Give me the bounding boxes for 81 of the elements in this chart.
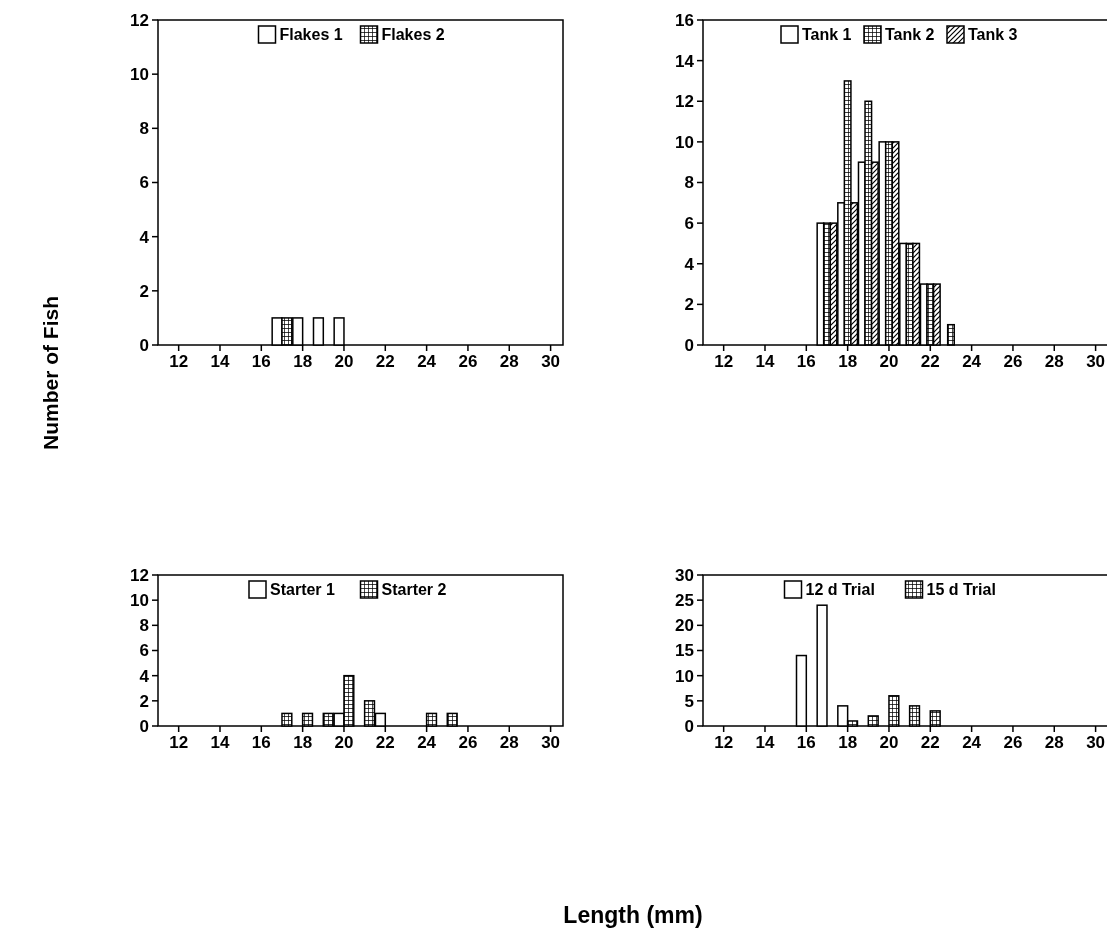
x-tick-label: 26 [1003, 733, 1023, 752]
x-tick-label: 18 [838, 733, 858, 752]
x-tick-label: 20 [334, 352, 354, 371]
legend-label: Flakes 1 [279, 26, 343, 43]
y-tick-label: 6 [139, 173, 149, 193]
y-tick-label: 0 [684, 716, 694, 736]
x-tick-label: 22 [920, 733, 940, 752]
y-tick-label: 0 [684, 335, 694, 355]
y-tick-label: 10 [675, 666, 694, 686]
x-tick-label: 28 [1044, 733, 1064, 752]
x-tick-label: 26 [458, 733, 478, 752]
x-tick-label: 20 [879, 352, 899, 371]
y-tick-label: 10 [675, 132, 694, 152]
legend-label: Tank 1 [802, 26, 852, 43]
y-tick-label: 0 [139, 335, 149, 355]
x-tick-label: 30 [1086, 352, 1106, 371]
y-axis-title: Number of Fish [39, 295, 62, 451]
x-tick-label: 24 [962, 352, 982, 371]
y-tick-label: 8 [684, 173, 694, 193]
x-tick-label: 28 [499, 352, 519, 371]
x-tick-label: 24 [962, 733, 982, 752]
y-tick-label: 0 [139, 716, 149, 736]
x-axis-title: Length (mm) [563, 902, 703, 928]
x-tick-label: 22 [375, 733, 395, 752]
legend-label: Tank 2 [885, 26, 935, 43]
legend-label: 15 d Trial [926, 581, 996, 598]
y-tick-label: 15 [675, 641, 694, 661]
y-tick-label: 4 [684, 254, 695, 274]
x-tick-label: 30 [541, 352, 561, 371]
y-tick-label: 16 [675, 10, 694, 30]
x-tick-label: 16 [796, 733, 816, 752]
x-tick-label: 28 [1044, 352, 1064, 371]
y-tick-label: 30 [675, 565, 694, 585]
y-tick-label: 20 [675, 616, 694, 636]
x-tick-label: 30 [541, 733, 561, 752]
x-tick-label: 28 [499, 733, 519, 752]
y-tick-label: 2 [139, 281, 149, 301]
y-tick-label: 5 [684, 691, 694, 711]
x-tick-label: 20 [879, 733, 899, 752]
legend-label: Starter 1 [270, 581, 336, 598]
y-tick-label: 6 [139, 641, 149, 661]
y-tick-label: 12 [130, 565, 149, 585]
x-tick-label: 18 [293, 352, 313, 371]
y-tick-label: 12 [675, 92, 694, 112]
x-tick-label: 12 [714, 352, 734, 371]
legend-label: 12 d Trial [805, 581, 875, 598]
y-tick-label: 10 [130, 591, 149, 611]
y-tick-label: 8 [139, 119, 149, 139]
x-tick-label: 22 [920, 352, 940, 371]
y-tick-label: 4 [139, 227, 150, 247]
x-tick-label: 12 [169, 733, 189, 752]
x-tick-label: 12 [714, 733, 734, 752]
x-tick-label: 20 [334, 733, 354, 752]
x-tick-label: 14 [755, 733, 775, 752]
x-tick-label: 18 [293, 733, 313, 752]
x-tick-label: 14 [210, 733, 230, 752]
y-tick-label: 8 [139, 616, 149, 636]
x-tick-label: 24 [417, 352, 437, 371]
y-tick-label: 2 [139, 691, 149, 711]
legend-label: Flakes 2 [381, 26, 445, 43]
x-tick-label: 14 [210, 352, 230, 371]
y-tick-label: 4 [139, 666, 150, 686]
x-tick-label: 24 [417, 733, 437, 752]
x-tick-label: 30 [1086, 733, 1106, 752]
y-tick-label: 12 [130, 10, 149, 30]
y-tick-label: 25 [675, 591, 694, 611]
x-tick-label: 16 [796, 352, 816, 371]
y-tick-label: 6 [684, 214, 694, 234]
x-tick-label: 16 [251, 352, 271, 371]
x-tick-label: 18 [838, 352, 858, 371]
x-tick-label: 14 [755, 352, 775, 371]
x-tick-label: 26 [458, 352, 478, 371]
x-tick-label: 22 [375, 352, 395, 371]
x-tick-label: 26 [1003, 352, 1023, 371]
y-tick-label: 2 [684, 295, 694, 315]
x-tick-label: 12 [169, 352, 189, 371]
y-tick-label: 10 [130, 65, 149, 85]
legend-label: Starter 2 [381, 581, 447, 598]
x-tick-label: 16 [251, 733, 271, 752]
y-tick-label: 14 [675, 51, 695, 71]
legend-label: Tank 3 [968, 26, 1018, 43]
